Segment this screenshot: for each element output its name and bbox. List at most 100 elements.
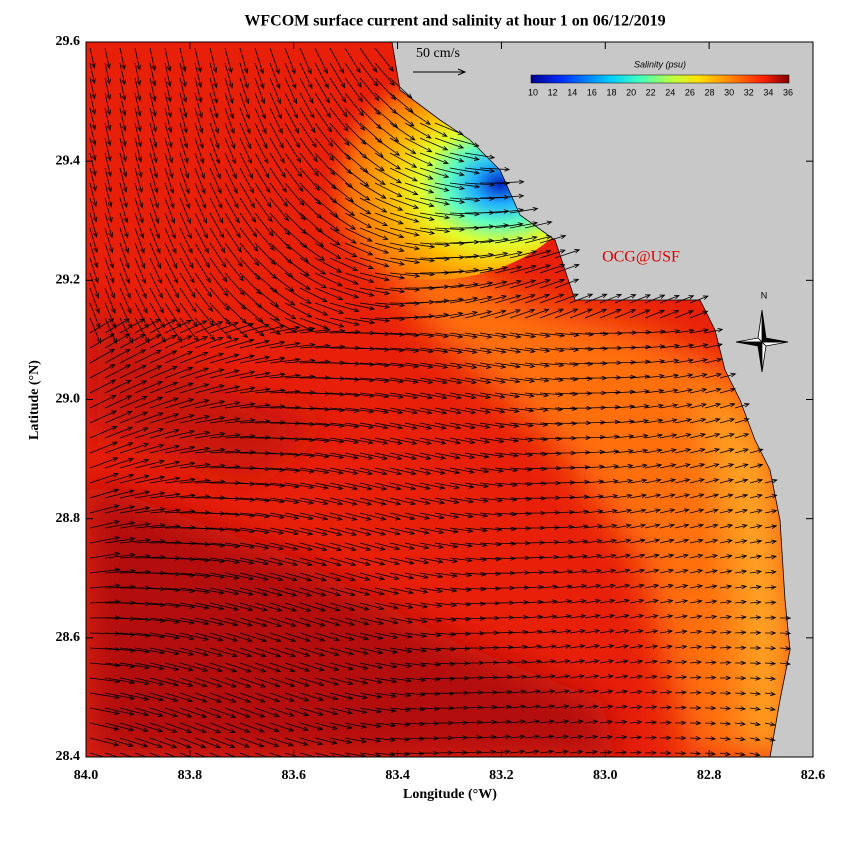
current-arrow <box>164 461 196 469</box>
x-axis-label: Longitude (°W) <box>403 787 497 802</box>
current-arrow <box>539 734 555 740</box>
current-arrow <box>149 587 181 593</box>
current-arrow <box>149 227 161 255</box>
current-arrow <box>659 750 672 756</box>
current-arrow <box>89 302 101 329</box>
current-arrow <box>314 227 341 246</box>
current-arrow <box>134 227 145 255</box>
current-arrow <box>104 722 135 732</box>
current-arrow <box>269 92 282 120</box>
current-arrow <box>689 735 702 741</box>
current-arrow <box>119 92 127 117</box>
y-tick-label: 29.4 <box>56 153 81 168</box>
current-arrow <box>239 387 271 394</box>
current-arrow <box>179 478 211 484</box>
current-arrow <box>374 722 397 728</box>
current-arrow <box>239 572 269 581</box>
current-arrow <box>539 264 566 274</box>
current-arrow <box>284 527 314 536</box>
current-arrow <box>224 257 244 282</box>
current-arrow <box>179 351 209 364</box>
current-arrow <box>149 242 162 270</box>
current-arrow <box>629 538 646 544</box>
current-arrow <box>224 227 242 253</box>
current-arrow <box>209 152 221 180</box>
current-arrow <box>194 431 226 439</box>
current-arrow <box>329 467 359 475</box>
current-arrow <box>719 645 732 650</box>
current-arrow <box>179 137 189 164</box>
current-arrow <box>734 660 747 666</box>
current-arrow <box>419 706 441 712</box>
current-arrow <box>524 392 550 398</box>
current-arrow <box>494 659 514 665</box>
current-arrow <box>464 601 487 607</box>
current-arrow <box>419 527 445 535</box>
current-arrow <box>479 362 507 369</box>
current-arrow <box>134 752 148 757</box>
current-arrow <box>344 437 374 445</box>
current-arrow <box>239 692 266 703</box>
current-arrow <box>389 707 412 713</box>
current-arrow <box>494 630 515 635</box>
current-arrow <box>224 322 255 334</box>
current-arrow <box>449 542 474 548</box>
current-arrow <box>179 212 192 240</box>
current-arrow <box>509 704 527 710</box>
current-arrow <box>164 414 195 424</box>
current-arrow <box>314 452 345 460</box>
current-arrow <box>404 587 429 594</box>
current-arrow <box>269 137 285 164</box>
current-arrow <box>404 182 435 194</box>
current-arrow <box>554 689 571 694</box>
current-arrow <box>344 572 371 581</box>
current-arrow <box>329 452 359 460</box>
current-arrow <box>614 674 629 679</box>
current-arrow <box>569 584 588 589</box>
current-arrow <box>449 225 481 231</box>
current-arrow <box>119 443 150 454</box>
current-arrow <box>779 615 792 621</box>
current-arrow <box>344 527 372 536</box>
current-arrow <box>449 452 476 460</box>
current-arrow <box>344 752 367 757</box>
current-arrow <box>179 602 210 610</box>
current-arrow <box>269 77 281 105</box>
current-arrow <box>569 674 585 679</box>
current-arrow <box>599 644 615 649</box>
x-tick-label: 83.6 <box>281 768 306 783</box>
current-arrow <box>764 615 777 621</box>
current-arrow <box>434 602 458 608</box>
current-arrow <box>134 318 161 334</box>
current-arrow <box>194 384 225 394</box>
current-arrow <box>554 495 576 500</box>
current-arrow <box>404 392 434 400</box>
current-arrow <box>179 462 211 469</box>
current-arrow <box>749 584 762 590</box>
current-arrow <box>89 504 120 514</box>
current-arrow <box>389 272 421 279</box>
current-arrow <box>104 92 112 116</box>
current-arrow <box>764 509 778 514</box>
current-arrow <box>704 463 720 469</box>
current-arrow <box>659 478 677 484</box>
current-arrow <box>119 182 128 209</box>
current-arrow <box>584 434 606 440</box>
current-arrow <box>149 302 165 329</box>
current-arrow <box>149 257 162 285</box>
current-arrow <box>404 313 435 319</box>
current-arrow <box>254 62 265 90</box>
current-arrow <box>509 407 535 413</box>
current-arrow <box>614 359 637 365</box>
current-arrow <box>179 414 211 424</box>
current-arrow <box>299 212 324 234</box>
current-arrow <box>329 557 357 567</box>
current-arrow <box>539 689 556 694</box>
current-arrow <box>119 522 151 529</box>
current-arrow <box>479 180 511 186</box>
current-arrow <box>389 422 418 430</box>
current-arrow <box>359 62 379 88</box>
current-arrow <box>374 332 406 337</box>
current-arrow <box>509 221 539 229</box>
current-arrow <box>554 263 580 274</box>
